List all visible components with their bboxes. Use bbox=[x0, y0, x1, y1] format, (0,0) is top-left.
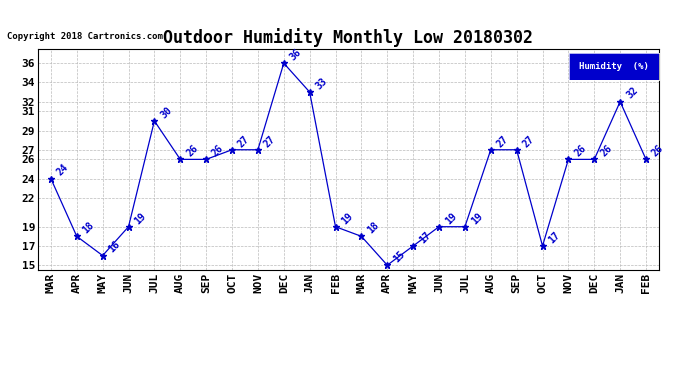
Text: 19: 19 bbox=[132, 210, 148, 226]
Text: 26: 26 bbox=[184, 143, 200, 159]
Text: 18: 18 bbox=[81, 220, 97, 236]
Text: 17: 17 bbox=[417, 230, 433, 245]
Text: 26: 26 bbox=[650, 143, 666, 159]
Text: 27: 27 bbox=[521, 134, 536, 149]
Text: 27: 27 bbox=[495, 134, 511, 149]
Text: 19: 19 bbox=[339, 210, 355, 226]
Text: 32: 32 bbox=[624, 86, 640, 101]
Title: Outdoor Humidity Monthly Low 20180302: Outdoor Humidity Monthly Low 20180302 bbox=[164, 28, 533, 47]
Text: 33: 33 bbox=[314, 76, 329, 91]
Text: 27: 27 bbox=[236, 134, 252, 149]
Text: 17: 17 bbox=[546, 230, 562, 245]
Text: 30: 30 bbox=[159, 105, 174, 120]
Text: 15: 15 bbox=[391, 249, 407, 264]
Text: 26: 26 bbox=[573, 143, 588, 159]
Text: 24: 24 bbox=[55, 162, 70, 178]
Text: 36: 36 bbox=[288, 47, 304, 62]
Text: 19: 19 bbox=[443, 210, 459, 226]
Text: 18: 18 bbox=[366, 220, 381, 236]
Text: 26: 26 bbox=[210, 143, 226, 159]
Text: 27: 27 bbox=[262, 134, 277, 149]
Text: Copyright 2018 Cartronics.com: Copyright 2018 Cartronics.com bbox=[7, 32, 163, 41]
Text: 19: 19 bbox=[469, 210, 484, 226]
Text: 26: 26 bbox=[598, 143, 614, 159]
Text: 16: 16 bbox=[107, 239, 122, 255]
